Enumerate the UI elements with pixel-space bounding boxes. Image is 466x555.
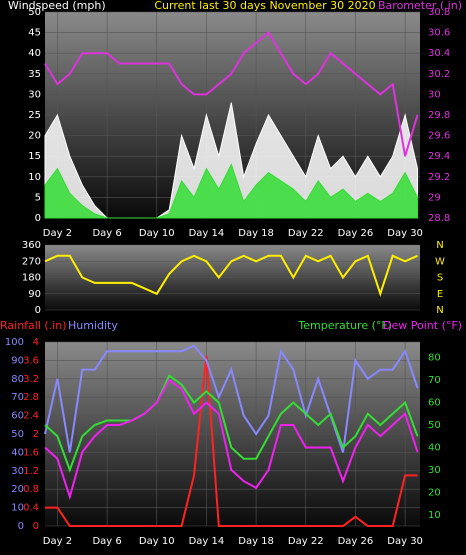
legend-label: Temperature (°F) bbox=[297, 319, 392, 332]
x-tick-label: Day 10 bbox=[139, 228, 175, 239]
y2-tick-label: 30.2 bbox=[428, 69, 450, 80]
y-tick-label: 270 bbox=[22, 256, 41, 267]
y3-tick-label: 2.8 bbox=[23, 392, 39, 403]
y2-tick-label: S bbox=[437, 273, 443, 284]
x-tick-label: Day 22 bbox=[288, 536, 324, 547]
x-tick-label: Day 30 bbox=[387, 536, 423, 547]
x-tick-label: Day 2 bbox=[43, 536, 72, 547]
y2-tick-label: 60 bbox=[428, 398, 441, 409]
y3-tick-label: 4 bbox=[33, 337, 39, 348]
y-tick-label: 5 bbox=[35, 192, 41, 203]
y3-tick-label: 2.4 bbox=[23, 411, 39, 422]
y-tick-label: 50 bbox=[28, 7, 41, 18]
y2-tick-label: N bbox=[436, 240, 443, 251]
y2-tick-label: N bbox=[436, 305, 443, 316]
y-tick-label: 10 bbox=[11, 503, 24, 514]
y2-tick-label: 70 bbox=[428, 375, 441, 386]
line bbox=[44, 254, 418, 298]
y-tick-label: 60 bbox=[11, 411, 24, 422]
y-tick-label: 180 bbox=[22, 273, 41, 284]
y2-tick-label: 29 bbox=[428, 192, 441, 203]
x-tick-label: Day 10 bbox=[139, 536, 175, 547]
y-tick-label: 90 bbox=[11, 355, 24, 366]
x-tick-label: Day 26 bbox=[338, 228, 374, 239]
x-tick-label: Day 30 bbox=[387, 228, 423, 239]
y2-tick-label: 20 bbox=[428, 487, 441, 498]
x-tick-label: Day 6 bbox=[92, 536, 121, 547]
y-tick-label: 30 bbox=[11, 466, 24, 477]
y3-tick-label: 3.6 bbox=[23, 355, 39, 366]
x-tick-label: Day 18 bbox=[238, 228, 274, 239]
y2-tick-label: 30.4 bbox=[428, 48, 450, 59]
line bbox=[44, 344, 419, 453]
y-tick-label: 0 bbox=[35, 305, 41, 316]
y-tick-label: 25 bbox=[28, 110, 41, 121]
y-tick-label: 0 bbox=[18, 521, 24, 532]
y2-tick-label: 30 bbox=[428, 465, 441, 476]
x-tick-label: Day 6 bbox=[92, 228, 121, 239]
y-tick-label: 80 bbox=[11, 374, 24, 385]
x-tick-label: Day 14 bbox=[189, 536, 225, 547]
legend-label: Windspeed (mph) bbox=[8, 0, 106, 12]
y2-tick-label: 28.8 bbox=[428, 213, 450, 224]
y-tick-label: 20 bbox=[28, 131, 41, 142]
y-tick-label: 10 bbox=[28, 172, 41, 183]
y2-tick-label: 30.6 bbox=[428, 28, 450, 39]
y-tick-label: 90 bbox=[28, 289, 41, 300]
x-tick-label: Day 14 bbox=[189, 228, 225, 239]
line bbox=[44, 378, 419, 501]
y2-tick-label: E bbox=[437, 289, 443, 300]
y2-tick-label: W bbox=[435, 256, 445, 267]
y-tick-label: 35 bbox=[28, 69, 41, 80]
y-tick-label: 20 bbox=[11, 484, 24, 495]
y2-tick-label: 30.8 bbox=[428, 7, 450, 18]
y2-tick-label: 30 bbox=[428, 89, 441, 100]
y-tick-label: 100 bbox=[5, 337, 24, 348]
legend-label: Rainfall (.in) bbox=[0, 319, 67, 332]
y2-tick-label: 10 bbox=[428, 510, 441, 521]
y2-tick-label: 29.6 bbox=[428, 131, 450, 142]
legend-label: Dew Point (°F) bbox=[383, 319, 462, 332]
line bbox=[44, 31, 419, 157]
y2-tick-label: 80 bbox=[428, 353, 441, 364]
x-tick-label: Day 22 bbox=[288, 228, 324, 239]
y-tick-label: 15 bbox=[28, 151, 41, 162]
y2-tick-label: 29.4 bbox=[428, 151, 450, 162]
y3-tick-label: 2 bbox=[33, 429, 39, 440]
y-tick-label: 45 bbox=[28, 28, 41, 39]
y-tick-label: 40 bbox=[11, 447, 24, 458]
legend-label: Barometer (.in) bbox=[378, 0, 462, 12]
line bbox=[44, 374, 419, 473]
y2-tick-label: 29.2 bbox=[428, 172, 450, 183]
y3-tick-label: 1.6 bbox=[23, 447, 39, 458]
y3-tick-label: 1.2 bbox=[23, 466, 39, 477]
y-tick-label: 0 bbox=[35, 213, 41, 224]
y2-tick-label: 50 bbox=[428, 420, 441, 431]
y-tick-label: 70 bbox=[11, 392, 24, 403]
y2-tick-label: 29.8 bbox=[428, 110, 450, 121]
y2-tick-label: 40 bbox=[428, 442, 441, 453]
y3-tick-label: 0.8 bbox=[23, 484, 39, 495]
y-tick-label: 50 bbox=[11, 429, 24, 440]
x-tick-label: Day 18 bbox=[238, 536, 274, 547]
chart-title: Current last 30 days November 30 2020 bbox=[154, 0, 375, 12]
y3-tick-label: 0.4 bbox=[23, 503, 39, 514]
y-tick-label: 40 bbox=[28, 48, 41, 59]
x-tick-label: Day 26 bbox=[338, 536, 374, 547]
x-tick-label: Day 2 bbox=[43, 228, 72, 239]
y-tick-label: 30 bbox=[28, 89, 41, 100]
line bbox=[45, 355, 418, 527]
legend-label: Humidity bbox=[68, 319, 118, 332]
area bbox=[44, 163, 418, 219]
y3-tick-label: 0 bbox=[33, 521, 39, 532]
y-tick-label: 360 bbox=[22, 240, 41, 251]
y3-tick-label: 3.2 bbox=[23, 374, 39, 385]
